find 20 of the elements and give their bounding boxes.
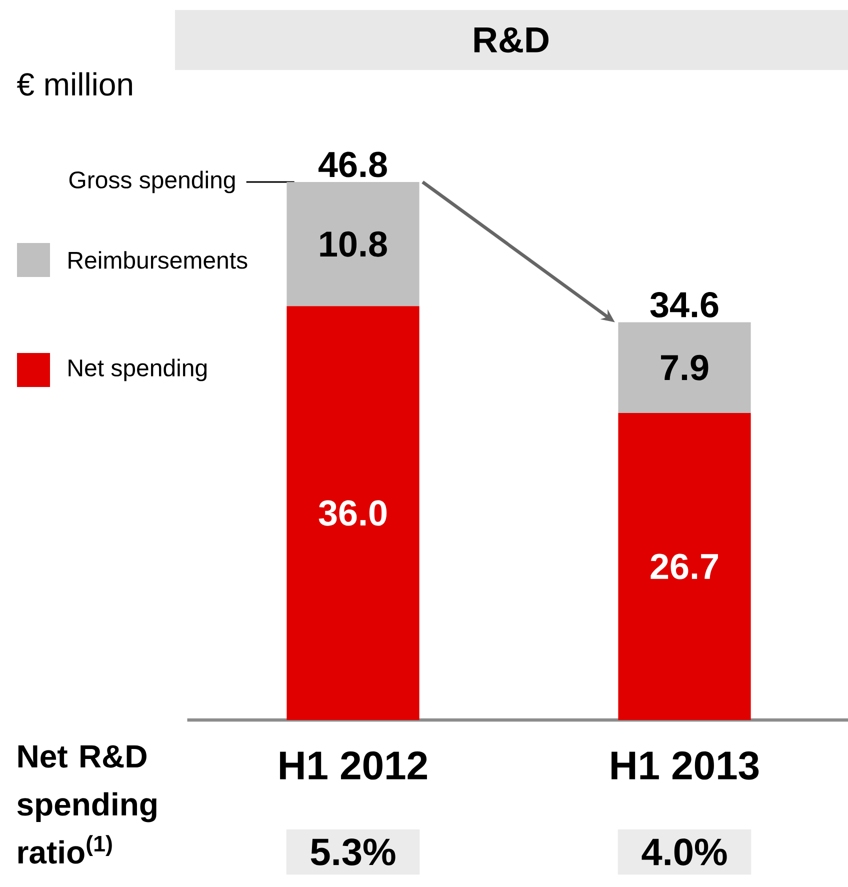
- total-label: 34.6: [650, 292, 718, 318]
- bar: [286, 306, 420, 720]
- bar: [618, 322, 751, 414]
- bar: [618, 413, 751, 720]
- legend-label: Reimbursements: [68, 251, 248, 269]
- x-tick-label: H1 2012: [280, 751, 427, 780]
- chart-title: R&D: [474, 27, 548, 53]
- data-label: 36.0: [318, 500, 387, 526]
- data-label: 7.9: [661, 354, 708, 380]
- y-axis-title: € million: [16, 72, 132, 96]
- total-label: 46.8: [318, 152, 387, 178]
- text: Net R&D spending ratio$^{(1)}$: [17, 745, 156, 864]
- bar: [286, 182, 420, 306]
- data-label: 26.7: [650, 554, 718, 580]
- data-label: 10.8: [320, 231, 387, 257]
- text: 4.0%: [642, 838, 727, 866]
- legend-label: Net spending: [68, 358, 207, 382]
- text: 5.3%: [310, 838, 396, 866]
- annotation: Gross spending: [69, 170, 235, 194]
- x-tick-label: H1 2013: [612, 751, 759, 780]
